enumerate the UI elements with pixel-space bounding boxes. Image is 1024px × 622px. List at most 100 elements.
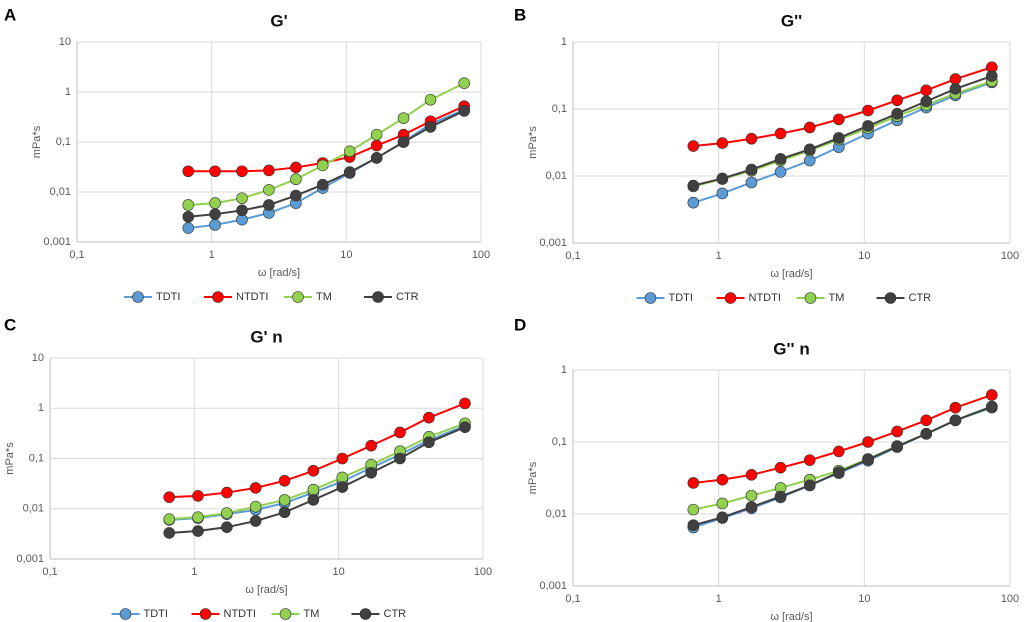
data-point [365,466,377,479]
x-tick-label: 100 [472,249,490,261]
data-point [716,172,729,185]
data-point [949,83,962,95]
data-point [745,501,758,513]
panel-letter: A [4,5,16,24]
x-axis-label: ω [rad/s] [245,584,287,596]
data-point [209,165,221,178]
y-tick-label: 1 [38,402,44,414]
data-point [745,132,758,145]
data-point [687,477,700,489]
data-point [397,112,410,124]
data-point [803,143,816,156]
data-point [263,164,275,177]
x-tick-label: 1 [191,566,197,578]
x-tick-label: 0,1 [565,250,580,262]
data-point [803,454,816,466]
data-point [862,104,874,117]
y-tick-label: 10 [32,352,44,364]
data-point [182,210,195,223]
data-point [745,163,758,176]
data-point [397,136,410,148]
x-tick-label: 1 [716,250,722,262]
data-point [236,165,248,178]
legend-label: TDTI [144,608,168,620]
x-tick-label: 1 [716,593,722,605]
data-point [236,192,248,205]
data-point [192,511,204,523]
data-point [249,482,262,494]
data-point [891,425,903,438]
x-tick-label: 0,1 [42,566,57,578]
y-tick-label: 10 [59,36,71,48]
chart-title: G'' n [773,339,809,358]
chart-title: G'' [781,11,802,30]
series-line [693,405,993,527]
data-point [182,165,195,178]
y-tick-label: 1 [561,36,567,48]
data-point [394,452,406,465]
data-point [716,497,729,510]
data-point [745,176,758,189]
data-point [774,127,787,140]
data-point [249,500,262,513]
x-tick-label: 0,1 [565,593,580,605]
y-tick-label: 0,001 [43,236,71,248]
chart-panel: D G'' n 0,001 0,01 0,1 1 0,1 1 10 100 ω [rad/s] mPa… [514,315,1019,622]
data-point [336,481,349,493]
y-tick-label: 0,001 [16,553,44,565]
legend-marker [359,608,372,620]
data-point [182,222,195,234]
data-point [774,166,787,178]
y-tick-label: 0,01 [546,508,567,520]
legend-marker [132,291,144,303]
data-point [370,139,383,152]
data-point [343,166,356,178]
legend-label: CTR [384,608,407,620]
data-point [249,515,262,527]
data-point [278,474,291,487]
legend-label: TM [829,292,845,304]
series-line [169,426,466,534]
data-point [221,486,233,499]
data-point [316,159,329,172]
data-point [423,436,435,449]
y-tick-label: 0,1 [552,436,567,448]
legend-label: NTDTI [224,608,256,620]
data-point [278,494,291,506]
legend-marker [279,608,292,620]
data-point [745,469,758,481]
x-tick-label: 0,1 [69,249,84,261]
data-point [687,140,700,152]
data-point [316,178,329,191]
y-tick-label: 0,01 [546,170,567,182]
data-point [891,107,903,120]
data-point [687,196,700,209]
data-point [803,154,816,167]
data-point [263,184,275,196]
y-tick-label: 0,001 [539,580,567,592]
y-tick-label: 0,01 [50,186,71,198]
legend-label: TM [316,291,332,303]
y-tick-label: 0,1 [552,103,567,115]
data-point [163,513,176,525]
data-point [209,197,221,209]
legend-marker [119,608,132,620]
data-point [862,436,874,448]
legend-marker [644,292,657,304]
y-axis-label: mPa*s [4,442,16,475]
data-point [343,145,356,158]
data-point [803,121,816,134]
legend-label: CTR [396,291,419,303]
panel-letter: D [514,315,526,334]
data-point [745,489,758,502]
x-tick-label: 10 [858,593,870,605]
data-point [459,397,471,410]
x-axis-label: ω [rad/s] [258,267,300,279]
data-point [833,113,845,126]
legend-marker [212,291,224,303]
data-point [458,77,470,89]
data-point [833,466,845,479]
data-point [278,506,291,519]
legend-label: TM [304,608,320,620]
x-axis-label: ω [rad/s] [770,268,812,280]
